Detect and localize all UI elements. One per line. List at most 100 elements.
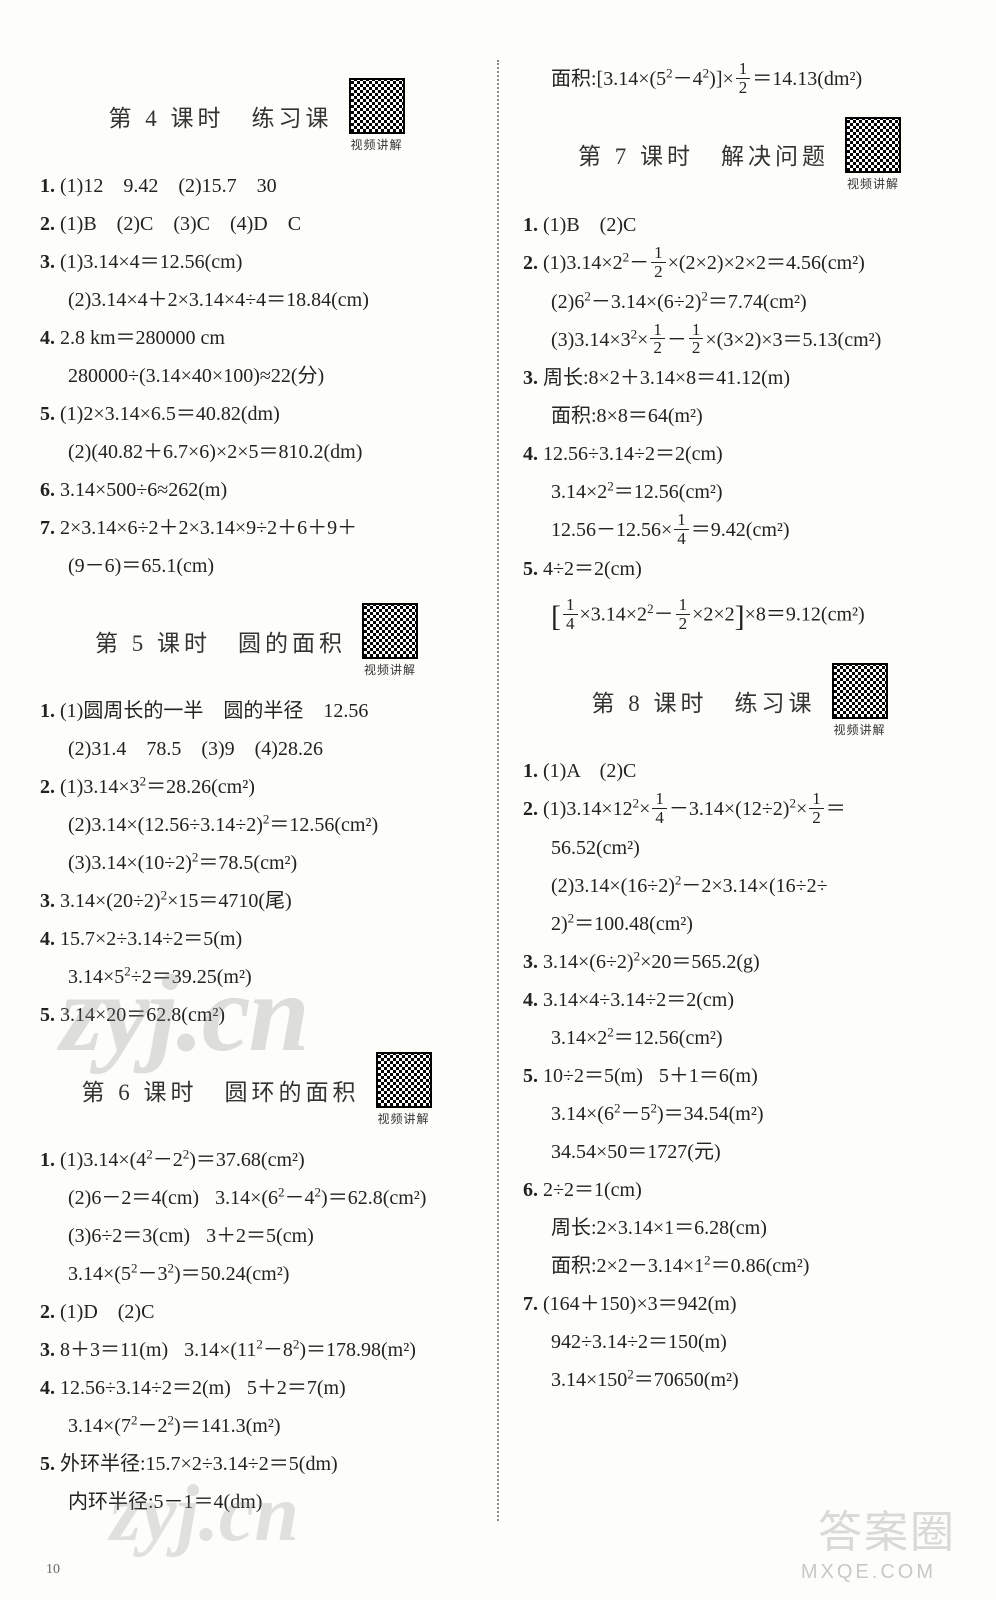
qr-icon[interactable] xyxy=(362,603,418,659)
q2-text: (1)B (2)C (3)C (4)D C xyxy=(60,213,301,235)
s7-q3b: 面积:8×8＝64(m²) xyxy=(523,397,956,435)
section-5-head: 第 5 课时 圆的面积 视频讲解 xyxy=(40,603,473,678)
t: (1)D (2)C xyxy=(60,1301,154,1323)
t: )＝178.98(m²) xyxy=(299,1339,416,1361)
t: 12.56÷3.14÷2＝2(m) xyxy=(60,1377,231,1399)
frac-1-4: 14 xyxy=(652,790,667,827)
t: (2)3.14×(16÷2) xyxy=(551,875,675,897)
qr-icon[interactable] xyxy=(349,78,405,134)
t: － xyxy=(629,252,649,274)
t: 3.14×(7 xyxy=(68,1415,131,1437)
t: ＝12.56(cm²) xyxy=(614,1027,723,1049)
t: (2)6 xyxy=(551,291,584,313)
q6: 6. 3.14×500÷6≈262(m) xyxy=(40,471,473,509)
t: 周长:8×2＋3.14×8＝41.12(m) xyxy=(543,367,790,389)
frac-1-2: 12 xyxy=(736,60,751,97)
t: 3.14×(6 xyxy=(551,1103,614,1125)
t: (164＋150)×3＝942(m) xyxy=(543,1293,736,1315)
s6-q5b: 内环半径:5－1＝4(dm) xyxy=(40,1483,473,1521)
t: －3 xyxy=(137,1263,167,1285)
t: ×20＝565.2(g) xyxy=(640,951,760,973)
t: 3.14×(6÷2) xyxy=(543,951,634,973)
q5b: (2)(40.82＋6.7×6)×2×5＝810.2(dm) xyxy=(40,433,473,471)
s8-q7c: 3.14×1502＝70650(m²) xyxy=(523,1361,956,1399)
t: 4÷2＝2(cm) xyxy=(543,558,642,580)
t: ×(2×2)×2×2＝4.56(cm²) xyxy=(668,252,865,274)
qr-icon[interactable] xyxy=(376,1052,432,1108)
s8-q2b2: 2)2＝100.48(cm²) xyxy=(523,905,956,943)
q3a: 3. (1)3.14×4＝12.56(cm) xyxy=(40,243,473,281)
s7-q2c: (3)3.14×32×12－12×(3×2)×3＝5.13(cm²) xyxy=(523,321,956,360)
page-number: 10 xyxy=(46,1562,60,1578)
qr-icon[interactable] xyxy=(832,663,888,719)
r-top: 面积:[3.14×(52－42)]×12＝14.13(dm²) xyxy=(523,60,956,99)
qr-caption: 视频讲解 xyxy=(847,175,899,192)
s6-q4b: 3.14×(72－22)＝141.3(m²) xyxy=(40,1407,473,1445)
s6-q5a: 5. 外环半径:15.7×2÷3.14÷2＝5(dm) xyxy=(40,1445,473,1483)
t: －5 xyxy=(620,1103,650,1125)
section-4-head: 第 4 课时 练习课 视频讲解 xyxy=(40,78,473,153)
t: (3)6÷2＝3(cm) xyxy=(68,1225,190,1247)
right-column: 面积:[3.14×(52－42)]×12＝14.13(dm²) 第 7 课时 解… xyxy=(523,60,956,1521)
qr-caption: 视频讲解 xyxy=(377,1110,429,1127)
qr-wrap-4: 视频讲解 xyxy=(349,78,405,153)
s8-q5a: 5. 10÷2＝5(m)5＋1＝6(m) xyxy=(523,1057,956,1095)
q4a-text: 2.8 km＝280000 cm xyxy=(60,327,225,349)
frac-1-2: 12 xyxy=(676,596,691,633)
t: －4 xyxy=(285,1187,315,1209)
qr-wrap-7: 视频讲解 xyxy=(845,117,901,192)
t: 12.56÷3.14÷2＝2(cm) xyxy=(543,443,723,465)
t: ＝0.86(cm²) xyxy=(711,1255,810,1277)
q5a-text: (1)2×3.14×6.5＝40.82(dm) xyxy=(60,403,280,425)
qr-icon[interactable] xyxy=(845,117,901,173)
frac-1-2: 12 xyxy=(651,244,666,281)
q7a: 7. 2×3.14×6÷2＋2×3.14×9÷2＋6＋9＋ xyxy=(40,509,473,547)
s8-q5c: 34.54×50＝1727(元) xyxy=(523,1133,956,1171)
t: 15.7×2÷3.14÷2＝5(m) xyxy=(60,928,242,950)
q6-text: 3.14×500÷6≈262(m) xyxy=(60,479,227,501)
t: 3.14×150 xyxy=(551,1369,627,1391)
s6-q1d: 3.14×(52－32)＝50.24(cm²) xyxy=(40,1255,473,1293)
t: ×(3×2)×3＝5.13(cm²) xyxy=(705,329,881,351)
t: ＝12.56(cm²) xyxy=(269,814,378,836)
t: (1)3.14×2 xyxy=(543,252,623,274)
left-column: 第 4 课时 练习课 视频讲解 1. (1)12 9.42 (2)15.7 30… xyxy=(40,60,473,1521)
s8-q2a2: 56.52(cm²) xyxy=(523,829,956,867)
t: 3.14×(20÷2) xyxy=(60,890,161,912)
qr-caption: 视频讲解 xyxy=(833,721,885,738)
t: (2)6－2＝4(cm) xyxy=(68,1187,199,1209)
qr-wrap-8: 视频讲解 xyxy=(832,663,888,738)
t: －3.14×(6÷2) xyxy=(591,291,702,313)
t: 5＋1＝6(m) xyxy=(659,1065,758,1087)
s7-q4c: 12.56－12.56×14＝9.42(cm²) xyxy=(523,511,956,550)
section-6-head: 第 6 课时 圆环的面积 视频讲解 xyxy=(40,1052,473,1127)
t: ＝28.26(cm²) xyxy=(146,776,255,798)
q7a-text: 2×3.14×6÷2＋2×3.14×9÷2＋6＋9＋ xyxy=(60,517,357,539)
s7-q4b: 3.14×22＝12.56(cm²) xyxy=(523,473,956,511)
t: )＝141.3(m²) xyxy=(174,1415,281,1437)
t: － xyxy=(654,604,674,626)
t: ＝7.74(cm²) xyxy=(708,291,807,313)
s5-q2b: (2)3.14×(12.56÷3.14÷2)2＝12.56(cm²) xyxy=(40,806,473,844)
t: )＝62.8(cm²) xyxy=(321,1187,426,1209)
s8-q4a: 4. 3.14×4÷3.14÷2＝2(cm) xyxy=(523,981,956,1019)
q5a: 5. (1)2×3.14×6.5＝40.82(dm) xyxy=(40,395,473,433)
frac-1-4: 14 xyxy=(674,511,689,548)
t: ×2×2 xyxy=(692,604,735,626)
s5-q4b: 3.14×52÷2＝39.25(m²) xyxy=(40,958,473,996)
s8-q5b: 3.14×(62－52)＝34.54(m²) xyxy=(523,1095,956,1133)
section-8-head: 第 8 课时 练习课 视频讲解 xyxy=(523,663,956,738)
s5-q3: 3. 3.14×(20÷2)2×15＝4710(尾) xyxy=(40,882,473,920)
q4b: 280000÷(3.14×40×100)≈22(分) xyxy=(40,357,473,395)
s8-q6b: 周长:2×3.14×1＝6.28(cm) xyxy=(523,1209,956,1247)
q3b: (2)3.14×4＋2×3.14×4÷4＝18.84(cm) xyxy=(40,281,473,319)
s7-q3a: 3. 周长:8×2＋3.14×8＝41.12(m) xyxy=(523,359,956,397)
s5-q2a: 2. (1)3.14×32＝28.26(cm²) xyxy=(40,768,473,806)
q1: 1. (1)12 9.42 (2)15.7 30 xyxy=(40,167,473,205)
t: × xyxy=(639,798,650,820)
t: 12.56－12.56× xyxy=(551,519,672,541)
t: )＝34.54(m²) xyxy=(657,1103,764,1125)
columns: 第 4 课时 练习课 视频讲解 1. (1)12 9.42 (2)15.7 30… xyxy=(40,60,956,1521)
s7-q1: 1. (1)B (2)C xyxy=(523,206,956,244)
frac-1-2: 12 xyxy=(650,321,665,358)
